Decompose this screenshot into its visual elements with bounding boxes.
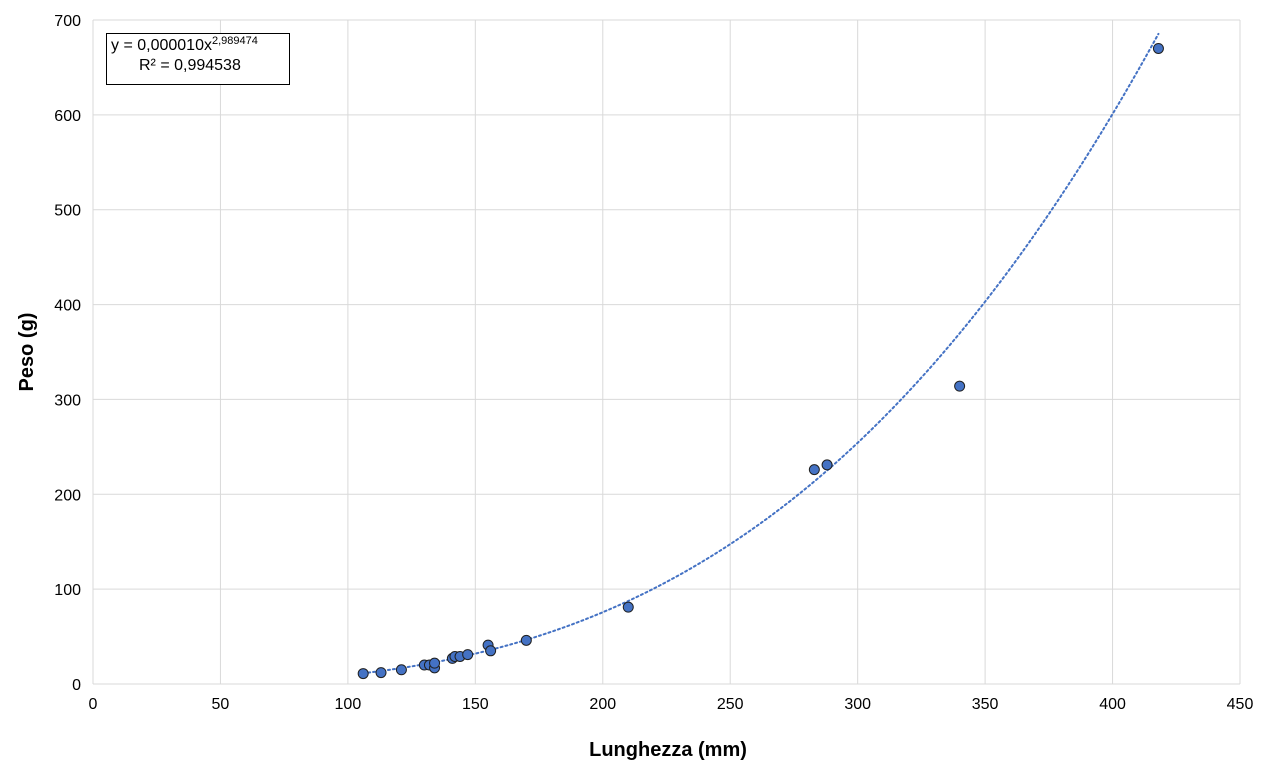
x-tick-label: 100 [335,696,362,713]
data-point [462,649,474,661]
data-point [429,657,441,669]
data-point [485,645,497,657]
x-tick-labels: 0 50 100 150 200 250 300 350 400 450 [89,696,1254,713]
x-axis-title: Lunghezza (mm) [589,739,747,761]
y-tick-labels: 0 100 200 300 400 500 600 700 [54,13,81,694]
y-tick-label: 200 [54,487,81,504]
data-point [622,601,634,613]
data-point [808,464,820,476]
x-tick-label: 400 [1099,696,1126,713]
y-tick-label: 300 [54,392,81,409]
y-tick-label: 0 [72,677,81,694]
trendline-layer [362,32,1160,675]
data-point [821,459,833,471]
r-squared-label: R² = 0,994538 [139,57,241,74]
x-tick-label: 250 [717,696,744,713]
equation-exponent: 2,989474 [211,35,258,47]
y-tick-label: 500 [54,203,81,220]
x-tick-label: 200 [589,696,616,713]
y-tick-label: 400 [54,298,81,315]
trendline-equation: y = 0,000010x2,989474 [111,35,258,55]
data-point [395,664,407,676]
x-tick-label: 350 [972,696,999,713]
gridlines [92,19,1241,685]
trendline-equation-box: y = 0,000010x2,989474 R² = 0,994538 [106,33,290,85]
data-point [357,668,369,680]
data-point [954,380,966,392]
x-tick-label: 150 [462,696,489,713]
y-tick-label: 700 [54,13,81,30]
x-tick-label: 450 [1227,696,1254,713]
data-point [1152,42,1164,54]
data-point [375,667,387,679]
y-tick-label: 600 [54,108,81,125]
power-trendline [362,32,1160,675]
x-tick-label: 0 [89,696,98,713]
data-points [357,42,1164,680]
x-tick-label: 300 [844,696,871,713]
equation-base: y = 0,000010x [111,37,212,54]
x-tick-label: 50 [212,696,230,713]
y-axis-title: Peso (g) [16,313,38,392]
y-tick-label: 100 [54,582,81,599]
data-point [520,634,532,646]
